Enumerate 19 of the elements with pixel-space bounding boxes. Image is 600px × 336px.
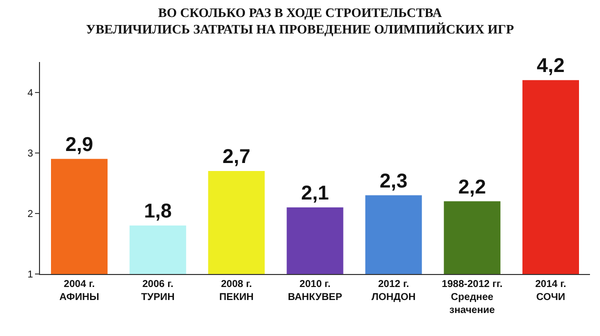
x-tick-label: 2006 г. ТУРИН <box>141 279 175 303</box>
y-tick-label: 2 <box>27 208 34 220</box>
y-tick-label: 1 <box>27 270 34 280</box>
x-tick-label: 2008 г. ПЕКИН <box>219 279 254 303</box>
data-label: 2,7 <box>222 146 250 168</box>
data-label: 2,2 <box>458 176 486 198</box>
data-label: 1,8 <box>144 200 172 223</box>
x-tick-label: 2004 г. АФИНЫ <box>59 279 100 303</box>
x-tick-label: 2010 г. ВАНКУВЕР <box>288 279 342 303</box>
data-label: 2,1 <box>301 182 329 204</box>
y-tick-label: 3 <box>27 148 34 160</box>
data-label: 2,9 <box>65 134 94 156</box>
y-tick-label: 4 <box>27 88 34 99</box>
chart-title: ВО СКОЛЬКО РАЗ В ХОДЕ СТРОИТЕЛЬСТВА УВЕЛИЧИЛИСЬ ЗАТРАТЫ НА ПРОВЕДЕНИЕ ОЛИМПИЙСКИХ ИГР <box>86 4 514 37</box>
x-tick-label: 2014 г. СОЧИ <box>535 279 566 303</box>
x-tick-label: 2012 г. ЛОНДОН <box>372 279 416 303</box>
data-label: 2,3 <box>380 170 408 192</box>
x-tick-label: 1988-2012 гг. Среднее значение <box>442 279 503 316</box>
data-label: 4,2 <box>536 55 565 78</box>
